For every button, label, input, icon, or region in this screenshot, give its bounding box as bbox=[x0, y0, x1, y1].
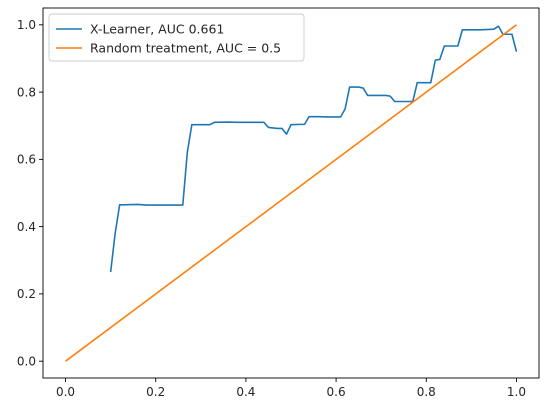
legend: X-Learner, AUC 0.661 Random treatment, AU… bbox=[49, 14, 304, 61]
series-line-1 bbox=[66, 25, 517, 361]
legend-label-1: Random treatment, AUC = 0.5 bbox=[90, 41, 281, 56]
y-tick-label: 0.6 bbox=[17, 153, 36, 167]
y-tick-label: 0.2 bbox=[17, 287, 36, 301]
series-line-0 bbox=[111, 26, 517, 272]
y-axis: 0.0 0.2 0.4 0.6 0.8 1.0 bbox=[17, 18, 43, 368]
x-tick-label: 0.8 bbox=[417, 385, 436, 399]
y-tick-label: 0.8 bbox=[17, 85, 36, 99]
x-tick-label: 0.2 bbox=[146, 385, 165, 399]
x-tick-label: 0.6 bbox=[327, 385, 346, 399]
y-tick-label: 0.0 bbox=[17, 354, 36, 368]
x-tick-label: 1.0 bbox=[507, 385, 526, 399]
plot-lines bbox=[66, 25, 517, 361]
x-tick-label: 0.4 bbox=[236, 385, 255, 399]
x-tick-label: 0.0 bbox=[56, 385, 75, 399]
y-tick-label: 1.0 bbox=[17, 18, 36, 32]
legend-label-0: X-Learner, AUC 0.661 bbox=[90, 22, 224, 37]
x-axis: 0.0 0.2 0.4 0.6 0.8 1.0 bbox=[56, 378, 526, 399]
y-tick-label: 0.4 bbox=[17, 220, 36, 234]
